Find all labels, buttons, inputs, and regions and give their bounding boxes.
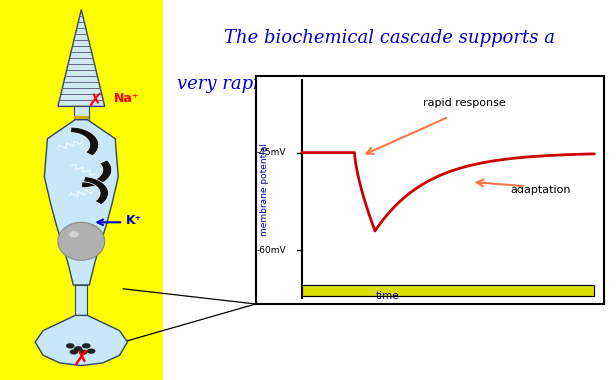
Ellipse shape: [69, 231, 79, 238]
Text: Na⁺: Na⁺: [114, 92, 139, 105]
Text: rapid response: rapid response: [423, 98, 506, 108]
Bar: [75, 285, 87, 315]
Bar: [74, 106, 89, 120]
Polygon shape: [81, 160, 111, 187]
Circle shape: [66, 343, 75, 348]
Bar: [74, 116, 89, 119]
Ellipse shape: [58, 222, 105, 260]
Circle shape: [82, 343, 91, 348]
Polygon shape: [84, 177, 108, 204]
Polygon shape: [71, 127, 99, 156]
Text: adaptation: adaptation: [511, 185, 571, 195]
Text: time: time: [376, 291, 400, 301]
Circle shape: [70, 349, 78, 355]
Bar: [0, 0, 163, 380]
Circle shape: [74, 346, 83, 352]
Text: ✗: ✗: [88, 92, 103, 110]
Text: ✗: ✗: [73, 349, 90, 369]
Polygon shape: [58, 10, 105, 106]
Text: -60mV: -60mV: [257, 246, 286, 255]
Text: K⁺: K⁺: [126, 214, 142, 227]
Text: very rapid response to changes in illumination: very rapid response to changes in illumi…: [177, 74, 602, 93]
Bar: [302, 285, 594, 296]
Polygon shape: [35, 315, 128, 366]
Polygon shape: [44, 120, 118, 285]
Bar: [302, 285, 594, 296]
Circle shape: [87, 348, 95, 354]
Text: -45mV: -45mV: [257, 148, 286, 157]
Bar: [256, 76, 604, 304]
Text: membrane potential: membrane potential: [260, 144, 269, 236]
Circle shape: [79, 350, 87, 355]
Text: The biochemical cascade supports a: The biochemical cascade supports a: [224, 29, 555, 47]
